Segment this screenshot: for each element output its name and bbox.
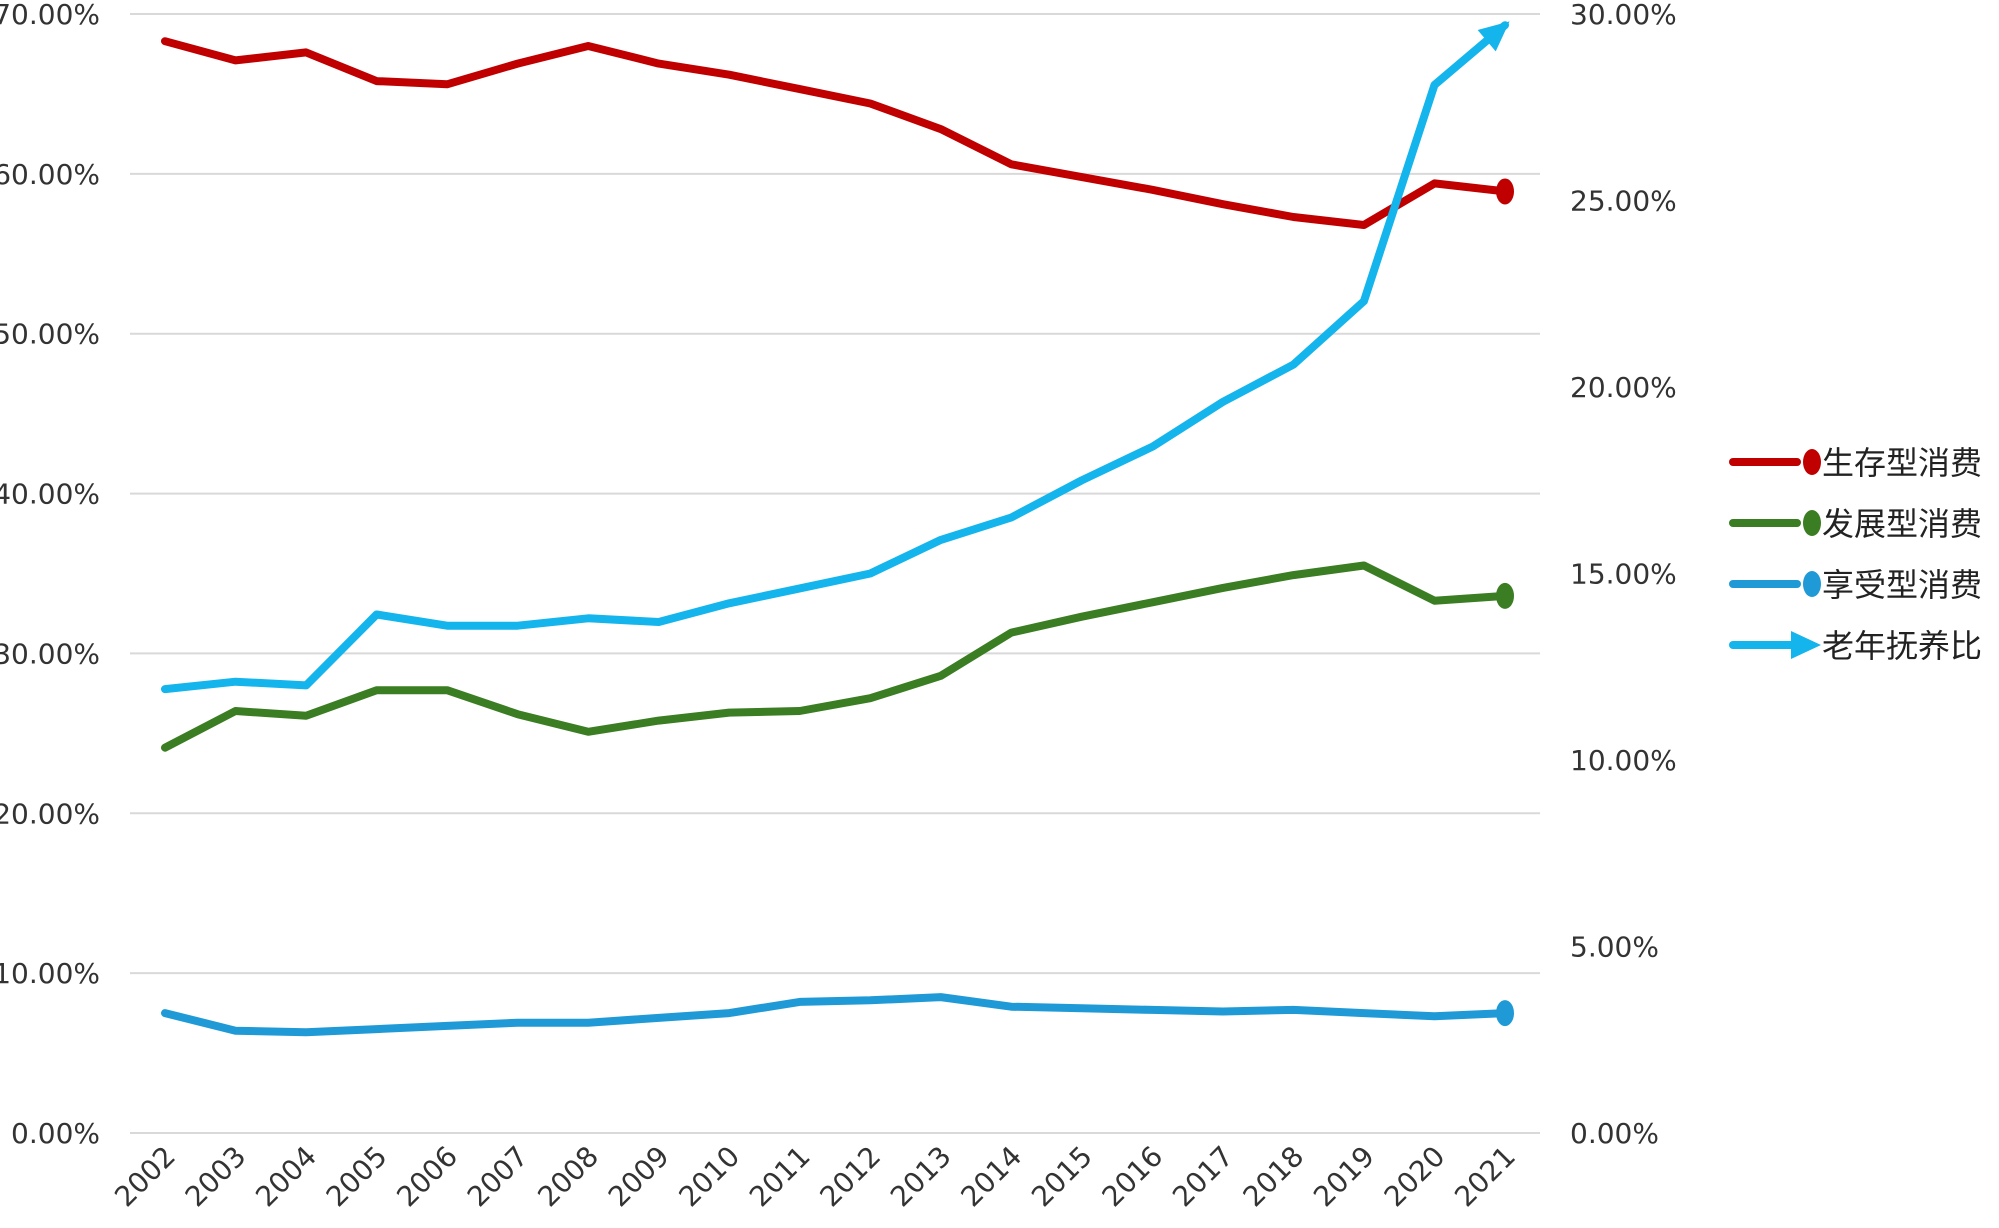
left-axis-tick-label: 70.00% bbox=[0, 0, 100, 31]
x-axis-tick-label: 2003 bbox=[179, 1140, 253, 1214]
x-axis-tick-label: 2010 bbox=[672, 1140, 746, 1214]
x-axis-tick-label: 2018 bbox=[1237, 1140, 1311, 1214]
x-axis-tick-label: 2004 bbox=[249, 1140, 323, 1214]
x-axis-tick-label: 2014 bbox=[955, 1140, 1029, 1214]
right-axis-tick-label: 20.00% bbox=[1570, 371, 1677, 404]
x-axis: 2002200320042005200620072008200920102011… bbox=[108, 1140, 1522, 1214]
x-axis-tick-label: 2011 bbox=[743, 1140, 817, 1214]
left-axis-tick-label: 0.00% bbox=[11, 1117, 100, 1150]
x-axis-tick-label: 2009 bbox=[602, 1140, 676, 1214]
left-axis-tick-label: 60.00% bbox=[0, 158, 100, 191]
x-axis-tick-label: 2017 bbox=[1166, 1140, 1240, 1214]
left-axis-tick-label: 40.00% bbox=[0, 478, 100, 511]
x-axis-tick-label: 2020 bbox=[1378, 1140, 1452, 1214]
right-axis: 0.00% 5.00% 10.00% 15.00% 20.00% 25.00% 30.00% bbox=[1570, 0, 1677, 1150]
x-axis-tick-label: 2007 bbox=[461, 1140, 535, 1214]
legend-marker bbox=[1803, 571, 1821, 597]
legend-marker bbox=[1803, 510, 1821, 536]
legend-label: 享受型消费 bbox=[1822, 566, 1982, 604]
right-axis-tick-label: 30.00% bbox=[1570, 0, 1677, 31]
left-axis: 0.00% 10.00% 20.00% 30.00% 40.00% 50.00% 60.00… bbox=[0, 0, 100, 1150]
left-axis-tick-label: 30.00% bbox=[0, 637, 100, 670]
x-axis-tick-label: 2016 bbox=[1096, 1140, 1170, 1214]
x-axis-tick-label: 2006 bbox=[390, 1140, 464, 1214]
right-axis-tick-label: 25.00% bbox=[1570, 185, 1677, 218]
legend-label: 生存型消费 bbox=[1822, 444, 1982, 482]
x-axis-tick-label: 2008 bbox=[531, 1140, 605, 1214]
series-end-marker bbox=[1496, 582, 1514, 609]
series-line-1 bbox=[161, 561, 1509, 752]
right-axis-tick-label: 5.00% bbox=[1570, 931, 1659, 964]
x-axis-tick-label: 2002 bbox=[108, 1140, 182, 1214]
right-axis-tick-label: 10.00% bbox=[1570, 744, 1677, 777]
right-axis-tick-label: 0.00% bbox=[1570, 1117, 1659, 1150]
left-axis-tick-label: 10.00% bbox=[0, 957, 100, 990]
x-axis-tick-label: 2019 bbox=[1307, 1140, 1381, 1214]
plot-area bbox=[161, 21, 1514, 1037]
legend-marker bbox=[1803, 449, 1821, 475]
series-end-marker bbox=[1496, 178, 1514, 205]
left-axis-tick-label: 50.00% bbox=[0, 318, 100, 351]
legend-label: 老年抚养比 bbox=[1822, 627, 1982, 665]
series-line-2 bbox=[161, 993, 1509, 1037]
legend-label: 发展型消费 bbox=[1822, 505, 1982, 543]
gridlines bbox=[130, 13, 1540, 1134]
series-line-0 bbox=[161, 37, 1509, 229]
x-axis-tick-label: 2012 bbox=[813, 1140, 887, 1214]
series-end-marker bbox=[1496, 1000, 1514, 1027]
x-axis-tick-label: 2021 bbox=[1448, 1140, 1522, 1214]
x-axis-tick-label: 2015 bbox=[1025, 1140, 1099, 1214]
series-end-arrow bbox=[1477, 21, 1510, 52]
legend-arrow bbox=[1791, 631, 1821, 659]
left-axis-tick-label: 20.00% bbox=[0, 797, 100, 830]
right-axis-tick-label: 15.00% bbox=[1570, 558, 1677, 591]
x-axis-tick-label: 2013 bbox=[884, 1140, 958, 1214]
series-line-3 bbox=[161, 21, 1509, 694]
x-axis-tick-label: 2005 bbox=[320, 1140, 394, 1214]
